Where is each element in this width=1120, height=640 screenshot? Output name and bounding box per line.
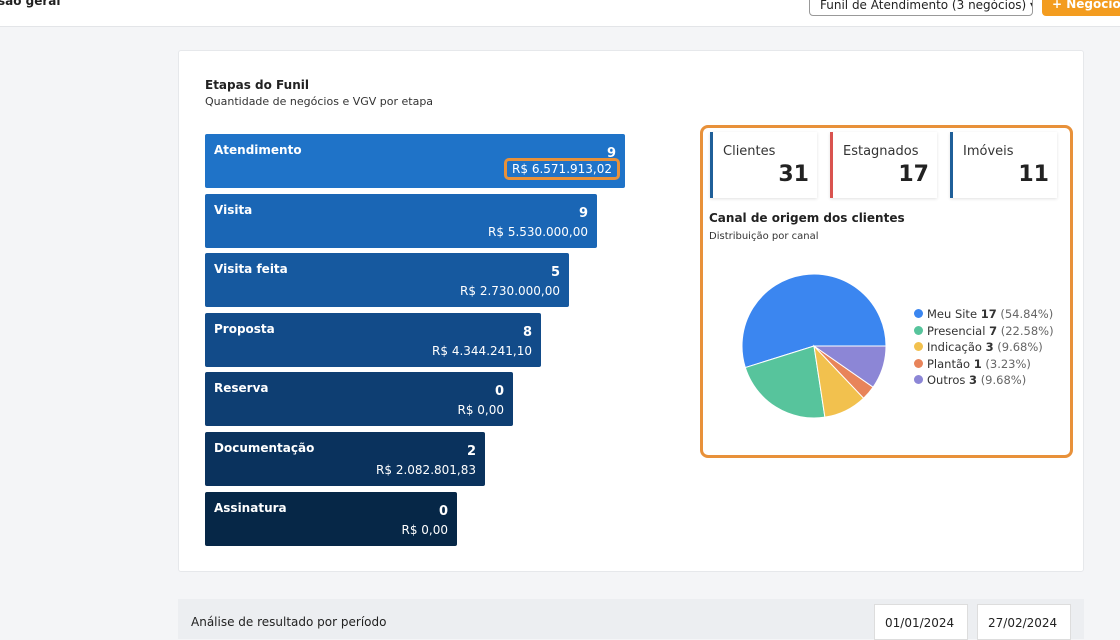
stage-count: 0: [494, 384, 504, 400]
funnel-stage: Documentação 2 R$ 2.082.801,83: [205, 432, 485, 486]
stat-card: Imóveis 11: [950, 132, 1057, 198]
legend-label: Outros: [927, 373, 966, 387]
stage-count: 2: [466, 444, 476, 459]
stage-count: 9: [606, 146, 616, 161]
legend-item: Presencial 7 (22.58%): [914, 324, 1054, 338]
new-deal-button[interactable]: + Negócio: [1042, 0, 1120, 16]
period-title: Análise de resultado por período: [191, 615, 387, 629]
stage-name: Documentação: [214, 441, 315, 455]
funnel-stage: Visita feita 5 R$ 2.730.000,00: [205, 253, 569, 308]
pie-slice: [812, 345, 887, 388]
legend-value: 1: [973, 356, 982, 371]
legend-item: Plantão 1 (3.23%): [914, 357, 1031, 371]
funnel-stage: Atendimento 9 R$ 6.571.913,02: [205, 134, 625, 188]
stat-label: Estagnados: [843, 144, 919, 159]
top-bar: são geral Funil de Atendimento (3 negóci…: [0, 0, 1120, 27]
stage-vgv: R$ 4.344.241,10: [432, 343, 532, 358]
stage-name: Assinatura: [214, 500, 287, 515]
legend-label: Presencial: [927, 323, 986, 338]
funnel-stage: Visita 9 R$ 5.530.000,00: [205, 193, 597, 248]
legend-share: (9.68%): [980, 373, 1027, 387]
legend-label: Plantão: [927, 356, 971, 371]
legend-share: (22.58%): [1000, 323, 1054, 338]
end-date[interactable]: 27/02/2024: [977, 604, 1071, 640]
legend-share: (54.84%): [1000, 307, 1054, 321]
button-text: Negócio: [1066, 0, 1120, 11]
page-title: são geral: [0, 0, 61, 8]
funnel-subtitle: Quantidade de negócios e VGV por etapa: [205, 95, 434, 108]
legend-item: Meu Site 17 (54.84%): [914, 307, 1053, 321]
stat-value: 31: [778, 162, 809, 187]
stat-label: Clientes: [723, 144, 776, 159]
legend-label: Indicação: [927, 340, 982, 354]
legend-item: Outros 3 (9.68%): [914, 373, 1026, 387]
stage-name: Proposta: [214, 321, 275, 336]
legend-value: 3: [969, 373, 978, 387]
stage-vgv: R$ 0,00: [457, 403, 504, 418]
funnel-stage: Assinatura 0 R$ 0,00: [205, 491, 457, 546]
stat-card: Clientes 31: [710, 132, 817, 198]
start-date[interactable]: 01/01/2024: [874, 604, 968, 640]
stage-vgv: R$ 5.530.000,00: [488, 224, 588, 239]
legend-value: 3: [985, 340, 994, 354]
legend-value: 7: [989, 323, 998, 338]
pie-subtitle: Distribuição por canal: [709, 231, 819, 242]
legend-share: (9.68%): [997, 340, 1043, 354]
legend-swatch: [914, 375, 923, 384]
stage-count: 9: [578, 205, 588, 221]
legend-swatch: [914, 358, 923, 368]
stage-count: 5: [550, 265, 560, 281]
stage-count: 0: [438, 503, 448, 519]
stat-label: Imóveis: [963, 144, 1014, 159]
stat-card: Estagnados 17: [830, 132, 937, 198]
legend-item: Indicação 3 (9.68%): [914, 340, 1043, 354]
pie-chart: [741, 273, 887, 419]
legend-label: Meu Site: [927, 307, 978, 321]
funnel-stage: Reserva 0 R$ 0,00: [205, 372, 513, 427]
legend-swatch: [914, 342, 923, 351]
stage-vgv: R$ 2.082.801,83: [376, 463, 476, 477]
pie-slice: [744, 345, 826, 419]
stage-count: 8: [522, 324, 532, 340]
pipeline-select[interactable]: Funil de Atendimento (3 negócios) ▾: [809, 0, 1033, 16]
stage-name: Atendimento: [214, 143, 302, 157]
stage-name: Reserva: [214, 381, 269, 396]
funnel-stage: Proposta 8 R$ 4.344.241,10: [205, 312, 541, 367]
stage-vgv: R$ 2.730.000,00: [460, 284, 560, 299]
stat-value: 17: [898, 162, 929, 187]
select-text: Funil de Atendimento (3 negócios): [820, 0, 1027, 12]
stage-vgv: R$ 0,00: [401, 522, 448, 537]
stage-name: Visita feita: [214, 262, 288, 277]
legend-share: (3.23%): [985, 356, 1031, 371]
legend-swatch: [914, 325, 923, 335]
stat-value: 11: [1018, 162, 1049, 187]
legend-value: 17: [980, 307, 997, 321]
funnel-title: Etapas do Funil: [205, 78, 309, 92]
legend-swatch: [914, 309, 923, 318]
pie-slice: [741, 273, 887, 369]
stage-vgv: R$ 6.571.913,02: [504, 158, 620, 180]
stage-name: Visita: [214, 202, 253, 217]
pie-title: Canal de origem dos clientes: [709, 211, 905, 225]
